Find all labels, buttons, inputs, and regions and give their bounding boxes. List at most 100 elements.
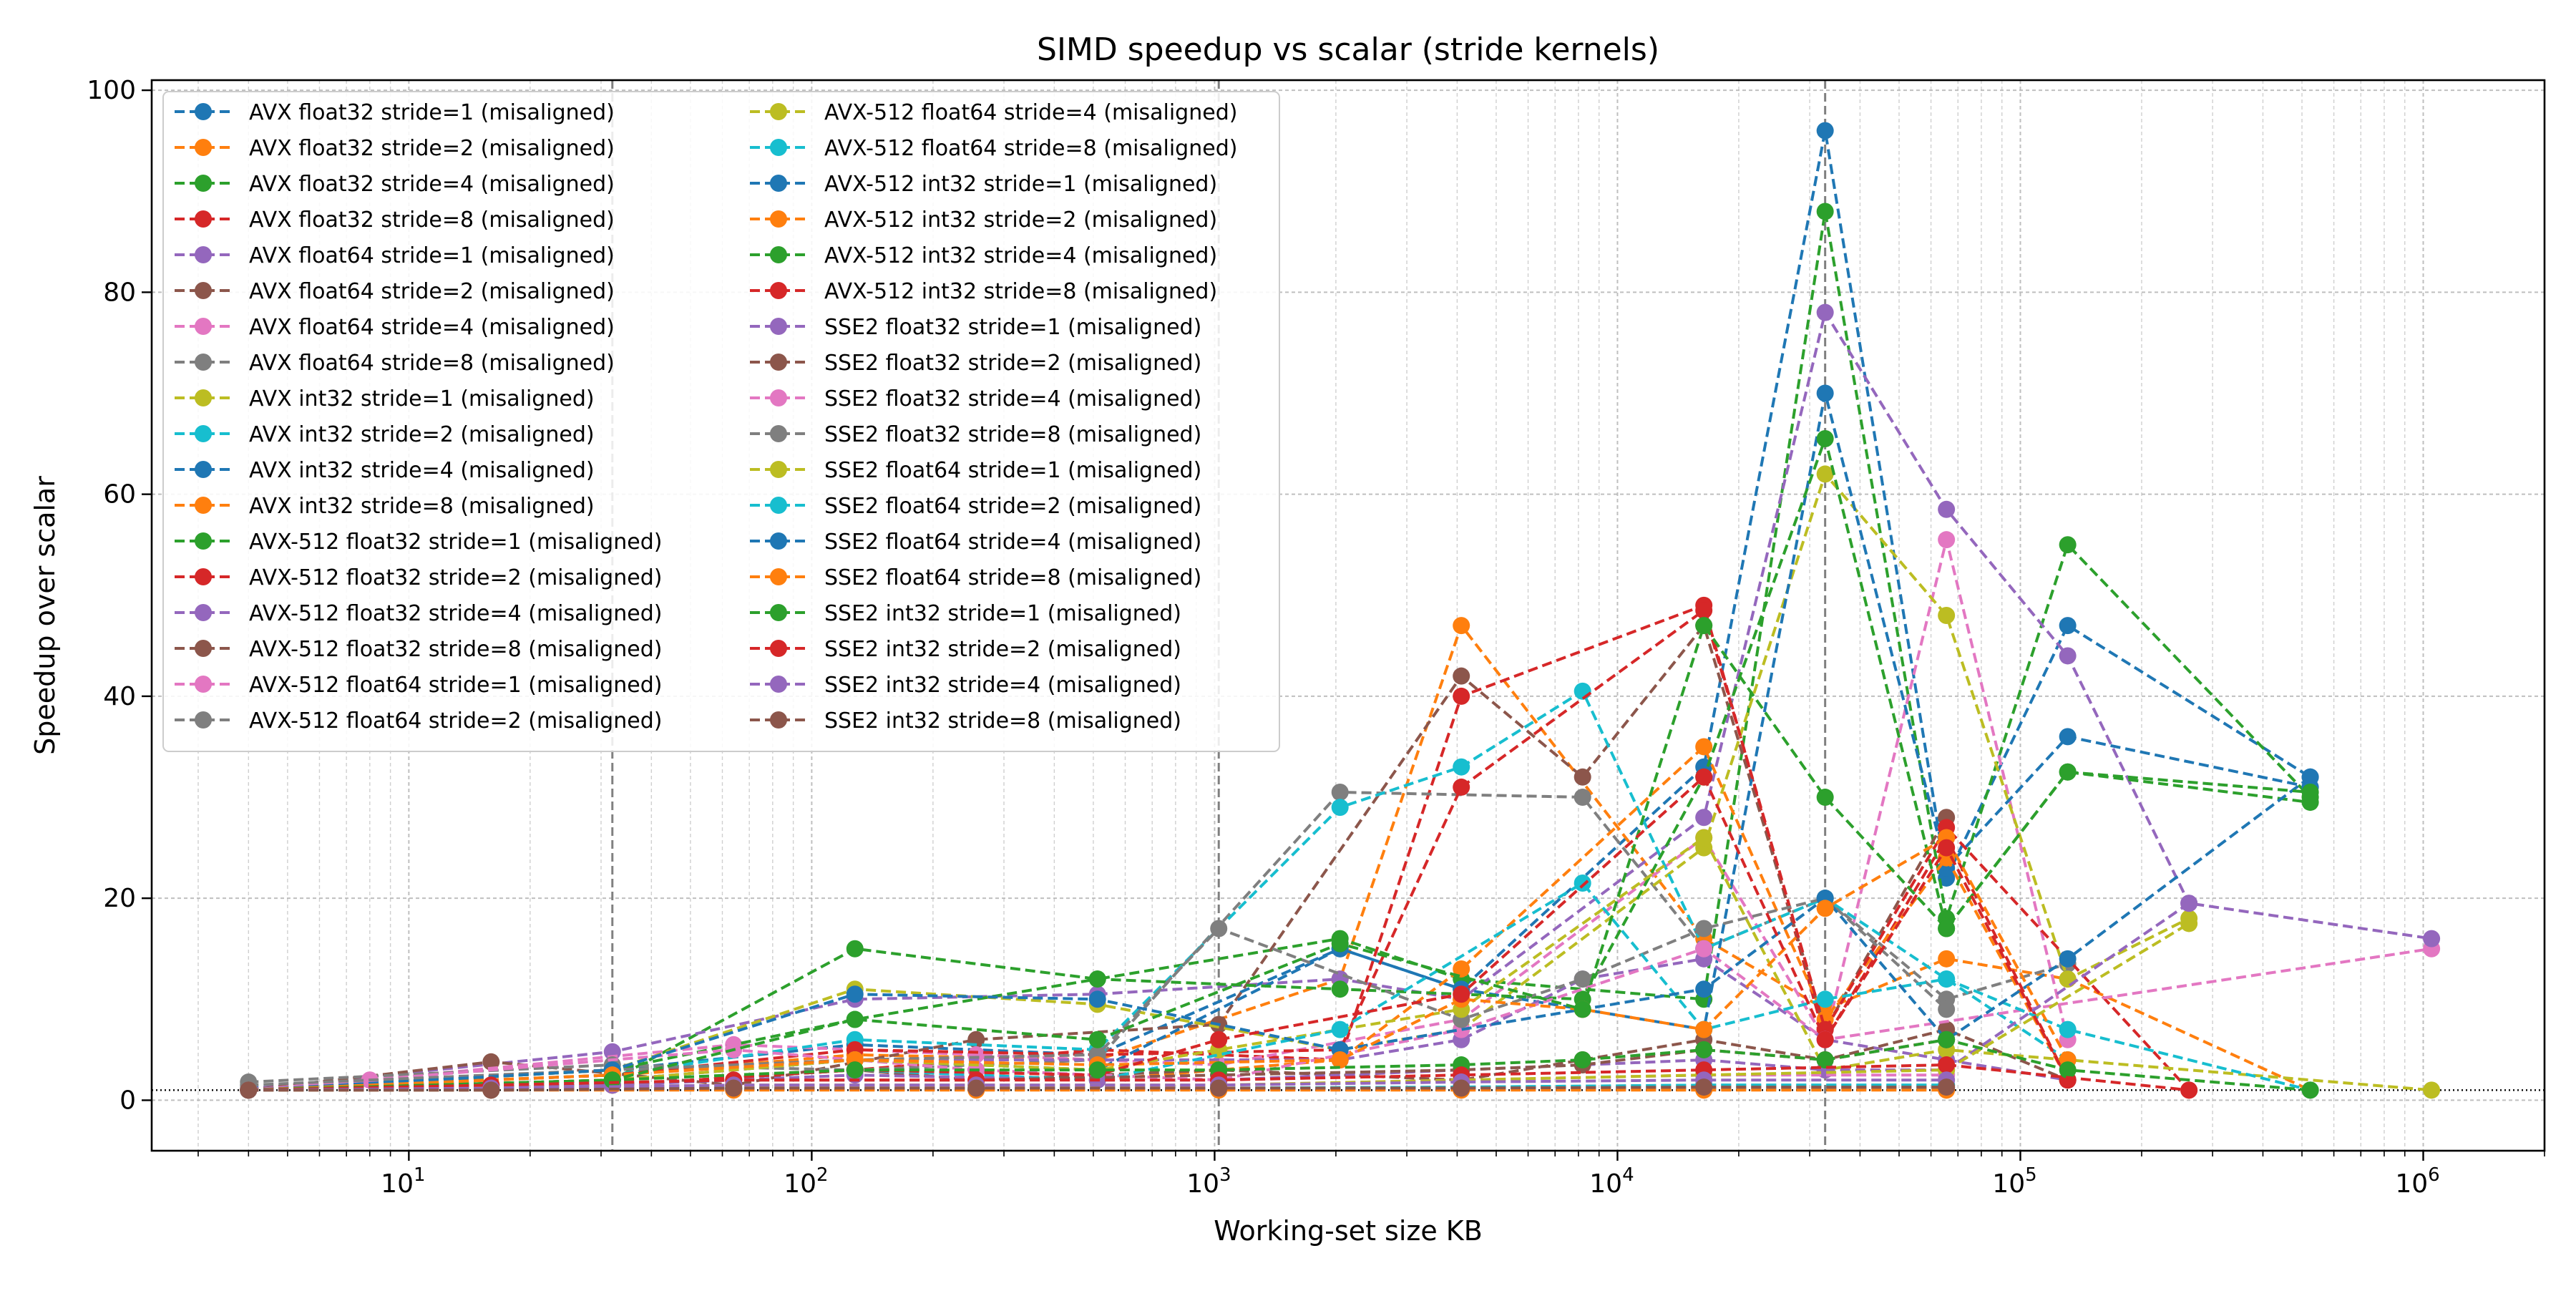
- series-line: [248, 1028, 2069, 1092]
- data-point: [1574, 789, 1591, 807]
- data-point: [1816, 1051, 1834, 1068]
- legend-entry: SSE2 float64 stride=8 (misaligned): [750, 565, 1201, 590]
- legend-swatch-marker: [195, 711, 212, 729]
- legend-label: AVX-512 int32 stride=4 (misaligned): [824, 243, 1217, 268]
- legend-swatch-marker: [770, 461, 787, 478]
- legend-label: AVX float64 stride=1 (misaligned): [249, 243, 615, 268]
- data-point: [1816, 203, 1834, 220]
- data-point: [1816, 900, 1834, 917]
- data-point: [1331, 935, 1349, 953]
- y-tick-label: 40: [103, 682, 136, 711]
- data-point: [1938, 1000, 1956, 1018]
- legend-label: AVX float64 stride=8 (misaligned): [249, 351, 615, 376]
- legend-entry: SSE2 float32 stride=4 (misaligned): [750, 386, 1201, 411]
- legend-label: SSE2 float32 stride=1 (misaligned): [824, 315, 1201, 340]
- legend-entry: AVX-512 float32 stride=8 (misaligned): [175, 637, 662, 662]
- data-point: [1574, 875, 1591, 892]
- data-point: [1816, 122, 1834, 140]
- data-point: [2059, 1061, 2077, 1079]
- legend-entry: AVX float64 stride=2 (misaligned): [175, 279, 615, 304]
- series-35: [240, 1078, 1956, 1099]
- data-point: [1210, 1031, 1228, 1048]
- data-point: [1088, 1061, 1106, 1079]
- data-point: [1938, 1078, 1956, 1096]
- legend-swatch-marker: [195, 568, 212, 585]
- data-point: [240, 1081, 258, 1099]
- data-point: [1210, 920, 1228, 937]
- data-point: [1331, 783, 1349, 801]
- legend-entry: AVX float32 stride=1 (misaligned): [175, 100, 615, 125]
- series-line: [248, 211, 2312, 1092]
- legend-entry: SSE2 float64 stride=2 (misaligned): [750, 494, 1201, 519]
- data-point: [1453, 960, 1470, 978]
- legend-label: SSE2 float64 stride=8 (misaligned): [824, 565, 1201, 590]
- legend-entry: SSE2 int32 stride=1 (misaligned): [750, 601, 1181, 626]
- data-point: [1695, 980, 1713, 998]
- legend-swatch-marker: [770, 210, 787, 228]
- data-point: [1453, 758, 1470, 776]
- y-tick-label: 80: [103, 278, 136, 307]
- data-point: [2059, 970, 2077, 988]
- axes-frame: [150, 79, 2546, 1152]
- data-point: [1453, 617, 1470, 635]
- legend-label: AVX int32 stride=8 (misaligned): [249, 494, 595, 519]
- legend-label: SSE2 float32 stride=4 (misaligned): [824, 386, 1201, 411]
- legend-swatch-marker: [195, 103, 212, 120]
- y-tick-label: 0: [119, 1086, 136, 1115]
- data-point: [1816, 430, 1834, 448]
- legend-label: SSE2 int32 stride=2 (misaligned): [824, 637, 1181, 662]
- legend-label: AVX int32 stride=2 (misaligned): [249, 422, 595, 447]
- legend-entry: SSE2 float32 stride=1 (misaligned): [750, 315, 1201, 340]
- data-point: [2059, 647, 2077, 665]
- axes: 0 20 40 60 80 100 101 102 103 104 105 106: [87, 76, 2546, 1199]
- data-point: [1088, 970, 1106, 988]
- legend-swatch-marker: [195, 354, 212, 371]
- legend-label: AVX float64 stride=4 (misaligned): [249, 315, 615, 340]
- legend: AVX float32 stride=1 (misaligned) AVX flo…: [162, 91, 1280, 752]
- legend-box: [162, 91, 1280, 752]
- legend-swatch-marker: [195, 640, 212, 657]
- legend-swatch-marker: [770, 318, 787, 335]
- y-tick-label: 100: [87, 76, 136, 105]
- data-point: [1938, 531, 1956, 549]
- data-point: [1938, 607, 1956, 624]
- legend-entry: AVX int32 stride=1 (misaligned): [175, 386, 595, 411]
- legend-swatch-marker: [770, 640, 787, 657]
- x-axis-label: Working-set size KB: [1214, 1215, 1483, 1247]
- data-point: [1816, 1031, 1834, 1048]
- data-point: [1695, 738, 1713, 756]
- data-point: [1574, 768, 1591, 786]
- data-point: [482, 1081, 500, 1099]
- legend-entry: SSE2 int32 stride=4 (misaligned): [750, 673, 1181, 698]
- data-point: [967, 1079, 985, 1097]
- legend-label: AVX-512 float64 stride=8 (misaligned): [824, 136, 1237, 161]
- data-point: [603, 1071, 621, 1089]
- data-point: [846, 985, 864, 1003]
- data-point: [1816, 990, 1834, 1008]
- data-point: [1816, 789, 1834, 807]
- legend-entry: AVX float32 stride=4 (misaligned): [175, 172, 615, 197]
- x-tick-label: 103: [1186, 1164, 1231, 1199]
- data-point: [1695, 768, 1713, 786]
- data-point: [2423, 1081, 2441, 1099]
- data-point: [1574, 1000, 1591, 1018]
- legend-entry: AVX-512 float64 stride=8 (misaligned): [750, 136, 1237, 161]
- data-point: [1938, 950, 1956, 968]
- legend-entry: AVX-512 float64 stride=2 (misaligned): [175, 708, 662, 734]
- legend-entry: SSE2 float64 stride=4 (misaligned): [750, 530, 1201, 555]
- legend-entry: AVX-512 float32 stride=4 (misaligned): [175, 601, 662, 626]
- series-line: [248, 835, 2069, 1092]
- legend-swatch-marker: [195, 497, 212, 514]
- data-point: [1453, 667, 1470, 685]
- data-point: [1816, 465, 1834, 483]
- legend-entry: SSE2 float32 stride=8 (misaligned): [750, 422, 1201, 447]
- data-point: [1453, 687, 1470, 705]
- series-lines: [240, 122, 2441, 1099]
- data-point: [1695, 617, 1713, 635]
- legend-label: AVX float32 stride=8 (misaligned): [249, 208, 615, 233]
- legend-entry: AVX int32 stride=2 (misaligned): [175, 422, 595, 447]
- legend-swatch-marker: [195, 676, 212, 693]
- legend-swatch-marker: [770, 425, 787, 442]
- legend-swatch-marker: [770, 532, 787, 550]
- legend-label: AVX float32 stride=1 (misaligned): [249, 100, 615, 125]
